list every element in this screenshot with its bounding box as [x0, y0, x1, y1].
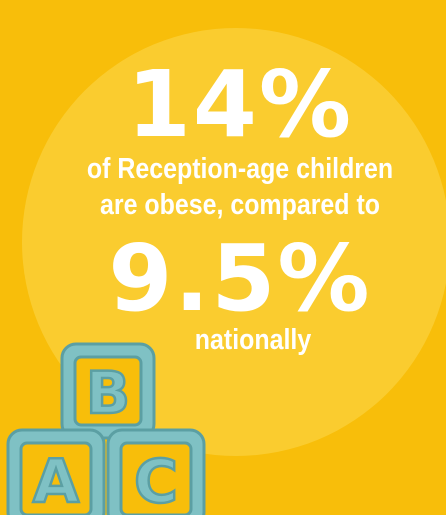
block-letter-c: C [134, 447, 178, 515]
statement-line-3: nationally [194, 324, 312, 356]
statistic-text: 14% of Reception-age children are obese,… [60, 51, 420, 356]
block-a-icon: A [6, 428, 106, 515]
block-letter-b: B [86, 359, 130, 427]
abc-blocks-icon: B A C [6, 342, 206, 515]
national-percentage: 9.5% [108, 225, 372, 332]
statement-line-2: are obese, compared to [100, 189, 380, 221]
block-c-icon: C [106, 428, 206, 515]
block-b-icon: B [60, 342, 156, 440]
local-percentage: 14% [126, 51, 354, 158]
block-letter-a: A [33, 447, 80, 515]
statement-line-1: of Reception-age children [86, 153, 394, 185]
